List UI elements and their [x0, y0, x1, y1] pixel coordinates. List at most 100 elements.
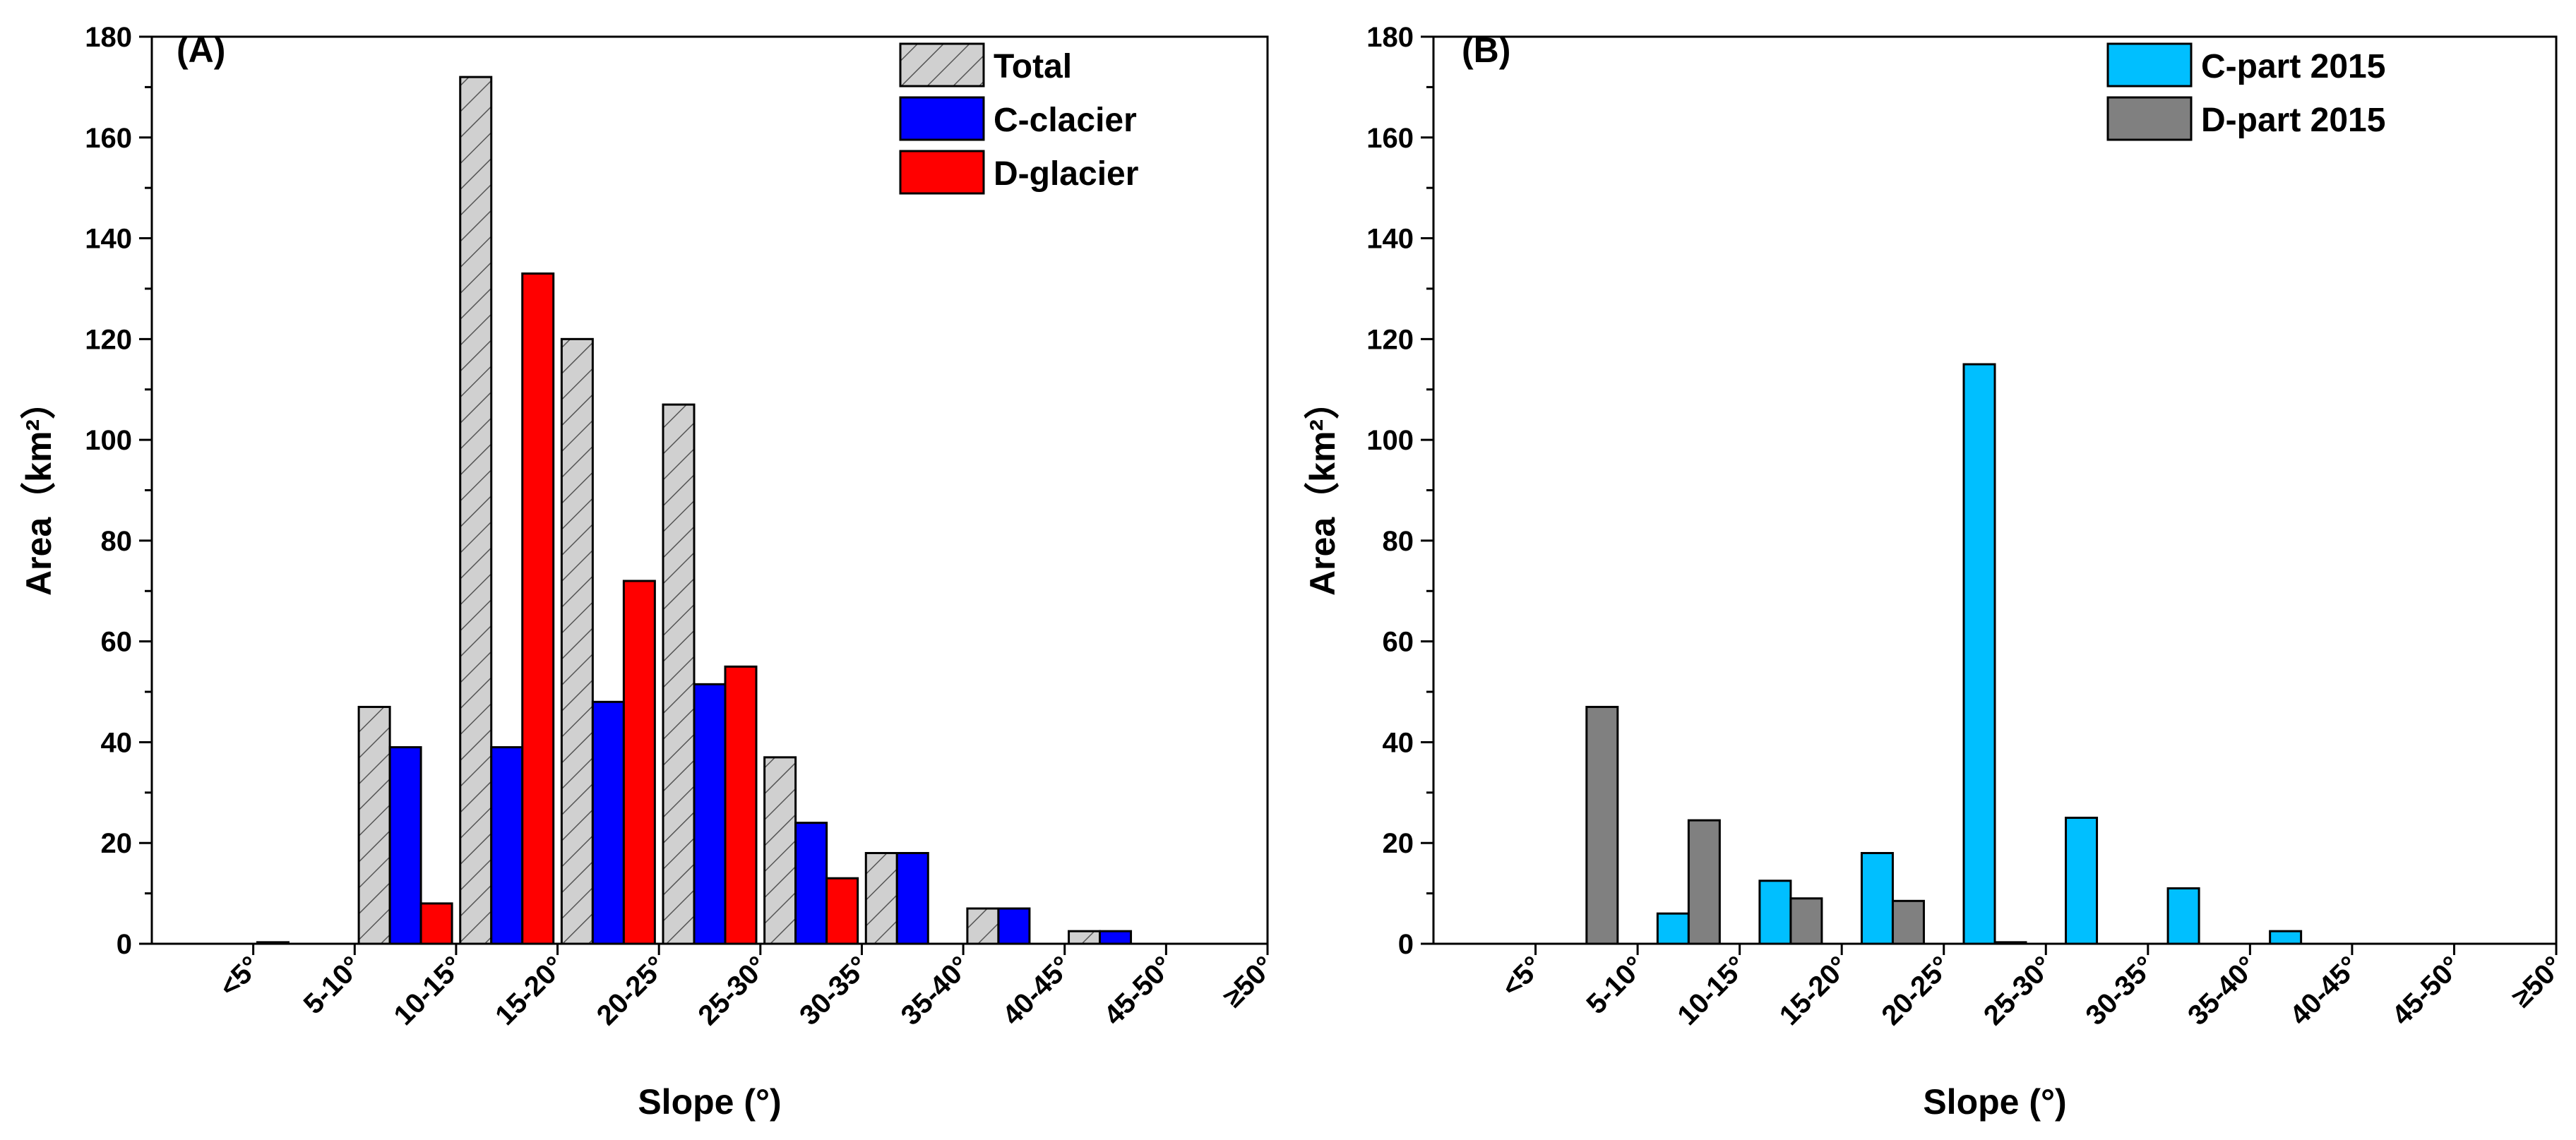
x-tick-label: <5° — [213, 950, 266, 1003]
y-tick-label: 120 — [85, 324, 132, 355]
x-tick-label: 10-15° — [388, 950, 470, 1031]
bar-d-glacier-3 — [419, 902, 453, 945]
bar-c-part-2015-6 — [1962, 363, 1996, 945]
legend-label: D-glacier — [994, 155, 1138, 193]
bar-total-4 — [459, 76, 493, 945]
bar-c-clacier-6 — [693, 683, 727, 945]
bar-d-glacier-7 — [825, 877, 859, 945]
panel-b-x-axis-title: Slope (°) — [1923, 1082, 2066, 1122]
x-tick-label: 5-10° — [298, 950, 368, 1020]
x-tick-label: 45-50° — [1098, 950, 1179, 1031]
bar-d-part-2015-4 — [1789, 897, 1823, 945]
x-tick-label: 30-35° — [2080, 950, 2161, 1031]
bar-c-clacier-8 — [895, 852, 929, 945]
y-tick-label: 180 — [1366, 22, 1414, 53]
y-tick-label: 160 — [1366, 123, 1414, 154]
y-tick-label: 140 — [1366, 224, 1414, 255]
bar-total-8 — [864, 852, 898, 945]
bar-c-part-2015-5 — [1860, 852, 1894, 945]
y-tick-label: 80 — [1383, 526, 1414, 557]
x-tick-label: 35-40° — [2182, 950, 2263, 1031]
y-tick-label: 120 — [1366, 324, 1414, 355]
bar-d-part-2015-3 — [1687, 819, 1721, 945]
y-tick-label: 60 — [1383, 627, 1414, 658]
x-tick-label: <5° — [1496, 950, 1549, 1003]
bar-d-glacier-6 — [724, 665, 758, 945]
legend-label: D-part 2015 — [2201, 102, 2385, 139]
panel-a-bars — [256, 76, 1133, 945]
y-tick-label: 160 — [85, 123, 132, 154]
panel-a-plot-frame — [150, 35, 1269, 945]
bar-total-7 — [763, 756, 797, 945]
x-tick-label: 45-50° — [2386, 950, 2467, 1031]
panel-b-legend: C-part 2015 D-part 2015 — [2106, 42, 2385, 141]
legend-swatch — [2106, 96, 2193, 141]
legend-swatch — [899, 96, 985, 141]
y-tick-label: 100 — [1366, 425, 1414, 456]
panel-a-y-axis-title: Area（km²） — [19, 384, 59, 596]
panel-b-bars — [1585, 363, 2303, 945]
bar-total-5 — [560, 337, 594, 945]
bar-d-part-2015-5 — [1891, 899, 1925, 945]
y-tick-label: 80 — [101, 526, 133, 557]
panel-a-legend: Total C-clacier D-glacier — [899, 42, 1138, 195]
bar-c-clacier-10 — [1099, 930, 1133, 945]
bar-c-clacier-9 — [997, 907, 1031, 945]
bar-c-part-2015-3 — [1656, 912, 1690, 945]
bar-c-clacier-7 — [794, 822, 828, 945]
bar-total-3 — [357, 705, 391, 945]
panel-b-y-axis-title: Area（km²） — [1303, 384, 1342, 596]
bar-c-clacier-4 — [490, 746, 524, 945]
x-tick-label: ≥50° — [1217, 950, 1280, 1013]
bar-total-9 — [966, 907, 1000, 945]
x-tick-label: 35-40° — [895, 950, 977, 1031]
x-tick-label: 15-20° — [489, 950, 571, 1031]
y-tick-label: 20 — [101, 828, 133, 859]
legend-swatch — [899, 150, 985, 195]
x-tick-label: 25-30° — [1978, 950, 2059, 1031]
bar-c-clacier-5 — [591, 700, 625, 945]
panel-a-x-axis-title: Slope (°) — [638, 1082, 781, 1122]
bar-d-glacier-4 — [521, 272, 555, 945]
panel-b-plot-frame — [1432, 35, 2558, 945]
y-tick-label: 40 — [1383, 727, 1414, 758]
bar-c-clacier-3 — [388, 746, 422, 945]
x-tick-label: 40-45° — [996, 950, 1078, 1031]
x-tick-label: 40-45° — [2284, 950, 2366, 1031]
panel-a-x-axis: <5° 5-10° 10-15° 15-20° 20-25° 25-30° 30-35° 35… — [213, 944, 1280, 1031]
legend-swatch — [2106, 42, 2193, 88]
y-tick-label: 100 — [85, 425, 132, 456]
x-tick-label: 30-35° — [794, 950, 875, 1031]
y-tick-label: 0 — [117, 929, 132, 960]
bar-c-part-2015-7 — [2065, 817, 2099, 945]
panel-a-y-axis: 0 20 40 60 80 100 120 140 160 180 — [85, 22, 152, 960]
x-tick-label: 10-15° — [1671, 950, 1753, 1031]
y-tick-label: 40 — [101, 727, 133, 758]
bar-c-part-2015-4 — [1758, 880, 1792, 945]
legend-label: C-clacier — [994, 102, 1137, 139]
bar-d-part-2015-2 — [1585, 705, 1619, 945]
bar-d-glacier-5 — [622, 580, 656, 945]
x-tick-label: ≥50° — [2506, 950, 2569, 1013]
x-tick-label: 25-30° — [692, 950, 773, 1031]
legend-label: Total — [994, 48, 1072, 85]
x-tick-label: 15-20° — [1774, 950, 1855, 1031]
y-tick-label: 0 — [1398, 929, 1414, 960]
panel-b-x-axis: <5° 5-10° 10-15° 15-20° 20-25° 25-30° 30-35° 35… — [1496, 944, 2569, 1031]
y-tick-label: 20 — [1383, 828, 1414, 859]
x-tick-label: 20-25° — [591, 950, 672, 1031]
legend-swatch — [899, 42, 985, 88]
bar-c-part-2015-8 — [2166, 887, 2200, 945]
x-tick-label: 20-25° — [1876, 950, 1957, 1031]
y-tick-label: 140 — [85, 224, 132, 255]
legend-label: C-part 2015 — [2201, 48, 2385, 85]
bar-total-6 — [662, 403, 696, 945]
bar-c-part-2015-9 — [2269, 930, 2303, 945]
panel-b-y-axis: 0 20 40 60 80 100 120 140 160 180 — [1366, 22, 1433, 960]
bar-total-10 — [1068, 930, 1102, 945]
y-tick-label: 60 — [101, 627, 133, 658]
x-tick-label: 5-10° — [1580, 950, 1650, 1020]
